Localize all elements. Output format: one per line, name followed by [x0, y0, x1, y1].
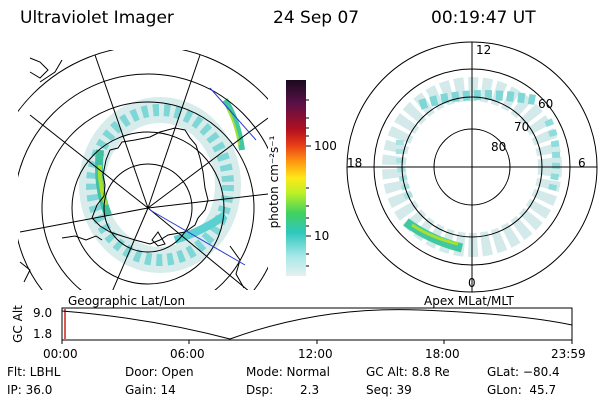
right-auroral-oval — [382, 77, 562, 257]
mlt-label-bottom: 0 — [468, 276, 476, 290]
colorbar-unit-label: photon cm⁻²s⁻¹ — [267, 135, 281, 229]
altitude-curve — [61, 309, 573, 340]
altitude-plot-frame — [61, 307, 573, 341]
altitude-xtick-0600: 06:00 — [170, 347, 205, 361]
mlt-label-top: 12 — [476, 43, 492, 57]
info-glon: GLon: 45.7 — [487, 383, 557, 397]
left-coastlines — [19, 57, 245, 289]
geographic-map — [18, 50, 268, 290]
mlt-label-left: 18 — [347, 156, 363, 170]
altitude-ytick-min: 1.8 — [33, 327, 53, 341]
instrument-title: Ultraviolet Imager — [20, 8, 174, 28]
left-track-line — [149, 209, 246, 266]
colorbar-ticks — [306, 99, 311, 267]
altitude-ytick-max: 9.0 — [33, 306, 53, 320]
altitude-ticks — [61, 340, 573, 344]
magnetic-polar-map — [346, 41, 598, 293]
left-auroral-oval — [79, 97, 245, 273]
mlat-label-60: 60 — [538, 97, 554, 111]
magnetic-caption: Apex MLat/MLT — [424, 294, 514, 308]
info-seq: Seq: 39 — [366, 383, 412, 397]
info-mode: Mode: Normal — [246, 365, 330, 379]
left-lat-circles — [18, 50, 268, 290]
mlat-label-70: 70 — [514, 120, 530, 134]
altitude-xtick-1800: 18:00 — [425, 347, 460, 361]
altitude-xtick-2359: 23:59 — [551, 347, 586, 361]
left-lon-lines — [19, 54, 268, 290]
info-filter: Flt: LBHL — [7, 365, 61, 379]
info-gc-alt: GC Alt: 8.8 Re — [366, 365, 450, 379]
geographic-caption: Geographic Lat/Lon — [68, 294, 186, 308]
altitude-xtick-1200: 12:00 — [298, 347, 333, 361]
info-glat: GLat: −80.4 — [487, 365, 560, 379]
info-dsp-label: Dsp: — [246, 383, 274, 397]
colorbar — [286, 80, 306, 276]
mlat-label-80: 80 — [491, 140, 507, 154]
info-dsp-value: 2.3 — [300, 383, 320, 397]
info-ip: IP: 36.0 — [7, 383, 53, 397]
info-door: Door: Open — [125, 365, 194, 379]
mlt-label-right: 6 — [578, 156, 586, 170]
time-label: 00:19:47 UT — [431, 8, 536, 28]
colorbar-tick-100: 100 — [314, 139, 337, 153]
altitude-ylabel: GC Alt — [11, 305, 25, 343]
info-gain: Gain: 14 — [125, 383, 176, 397]
colorbar-tick-10: 10 — [314, 229, 330, 243]
date-label: 24 Sep 07 — [273, 8, 360, 28]
altitude-xtick-0000: 00:00 — [43, 347, 78, 361]
